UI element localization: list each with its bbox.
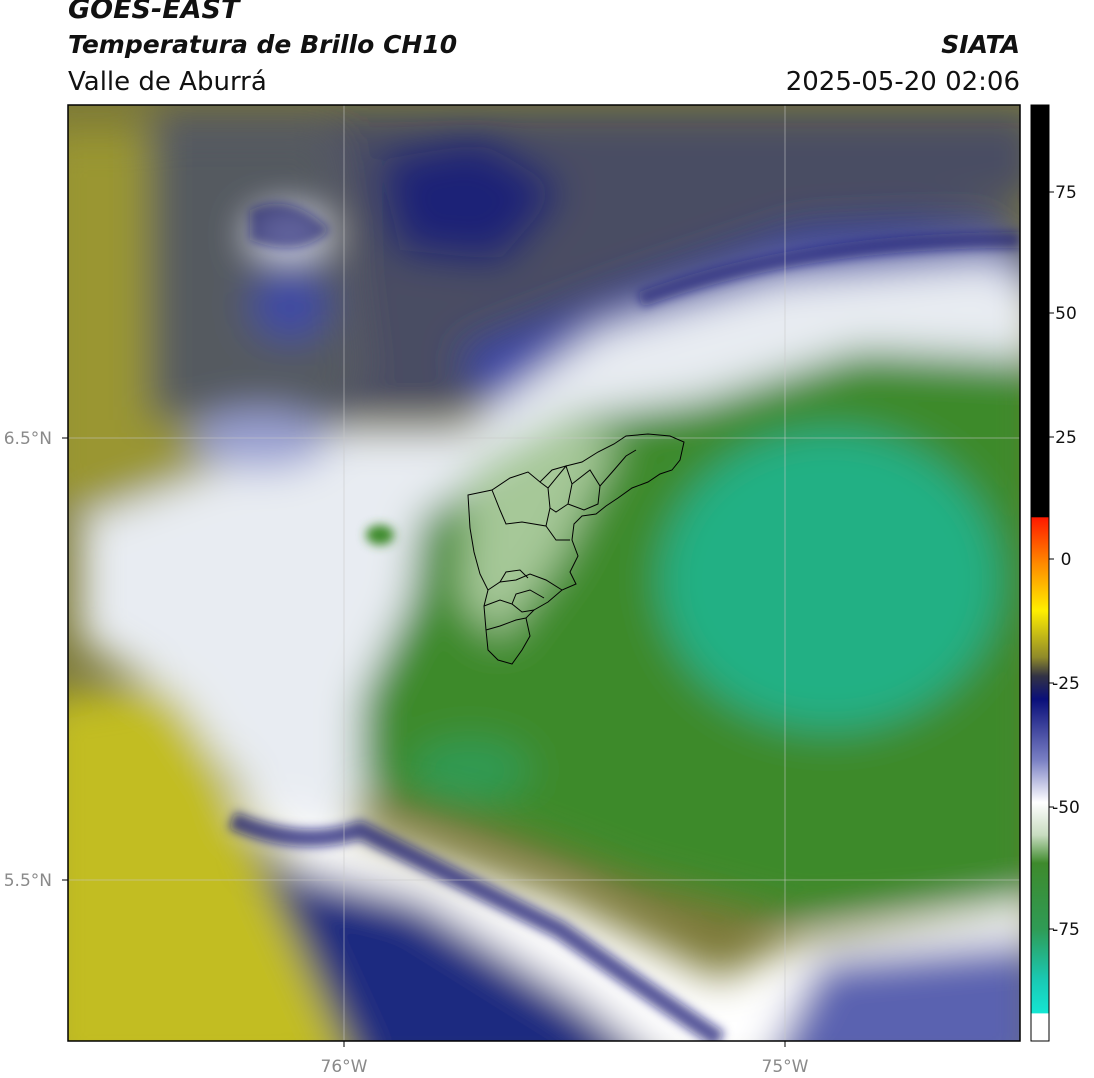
colorbar-tick-label: 50 — [1055, 304, 1077, 324]
brightness-temperature-field — [68, 105, 1020, 1041]
colorbar-tick-label: -50 — [1052, 798, 1080, 818]
colorbar-tick-label: 75 — [1055, 183, 1077, 203]
colorbar-gradient — [1031, 105, 1049, 1041]
longitude-ticks: 76°W 75°W — [321, 1041, 809, 1077]
colorbar-frame — [1030, 104, 1050, 1042]
lon-tick-label: 75°W — [762, 1057, 809, 1077]
colorbar: 75 50 25 0 -25 -50 -75 — [1030, 104, 1080, 1042]
satellite-title: GOES-EAST — [68, 0, 240, 25]
colorbar-tick-label: -25 — [1052, 674, 1080, 694]
colorbar-tick-label: -75 — [1052, 920, 1080, 940]
organization-label: SIATA — [941, 30, 1020, 59]
colorbar-tick-label: 25 — [1055, 428, 1077, 448]
product-title: Temperatura de Brillo CH10 — [68, 30, 458, 59]
timestamp-label: 2025-05-20 02:06 — [785, 67, 1020, 97]
lat-tick-label: 5.5°N — [4, 871, 52, 891]
municipal-boundaries — [467, 433, 685, 665]
lon-tick-label: 76°W — [321, 1057, 368, 1077]
latitude-ticks: 6.5°N 5.5°N — [4, 429, 68, 891]
map-frame — [67, 104, 1021, 1042]
lat-tick-label: 6.5°N — [4, 429, 52, 449]
colorbar-tick-label: 0 — [1061, 550, 1072, 570]
region-subtitle: Valle de Aburrá — [68, 67, 267, 97]
